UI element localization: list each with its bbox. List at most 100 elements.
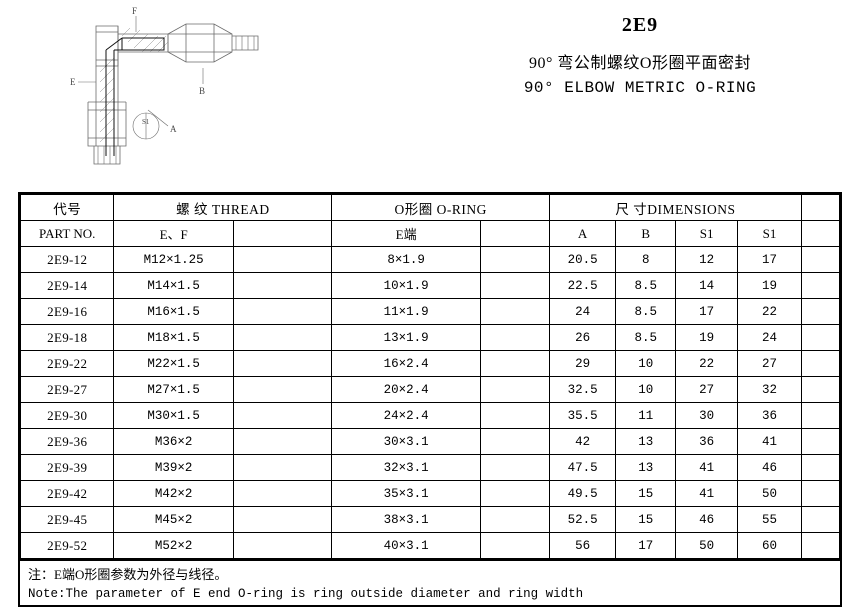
svg-text:F: F [132,6,137,16]
table-row: 2E9-39 M39×2 32×3.1 47.5 13 41 46 [19,454,841,481]
header-thread: 螺 纹 THREAD [113,194,333,221]
cell-a: 20.5 [549,246,617,273]
cell-oring: 35×3.1 [331,480,481,507]
cell-last [800,402,841,429]
cell-s1b: 60 [737,532,802,559]
cell-s1: 12 [675,246,739,273]
svg-text:A: A [170,124,177,134]
cell-oring2 [479,402,551,429]
cell-thread2 [232,298,333,325]
cell-thread: M36×2 [113,428,234,455]
note-english: Note:The parameter of E end O-ring is ri… [28,586,584,601]
cell-last [800,376,841,403]
header-code: 代号 [19,194,115,221]
cell-last [800,246,841,273]
title-block: 2E9 90° 弯公制螺纹O形圈平面密封 90° ELBOW METRIC O-… [430,14,850,97]
table-group-header-row: 代号 螺 纹 THREAD O形圈 O-RING 尺 寸DIMENSIONS [19,194,841,221]
cell-oring: 30×3.1 [331,428,481,455]
subheader-oring-e: E端 [331,220,481,247]
header-blank [800,194,841,221]
cell-thread: M18×1.5 [113,324,234,351]
cell-s1b: 46 [737,454,802,481]
cell-last [800,532,841,559]
cell-s1b: 24 [737,324,802,351]
cell-s1: 22 [675,350,739,377]
cell-last [800,506,841,533]
cell-part-no: 2E9-27 [19,376,115,403]
cell-s1b: 17 [737,246,802,273]
cell-oring: 24×2.4 [331,402,481,429]
cell-thread2 [232,532,333,559]
cell-thread2 [232,246,333,273]
cell-last [800,272,841,299]
cell-thread2 [232,376,333,403]
subheader-thread-ef: E、F [113,220,234,247]
cell-a: 52.5 [549,506,617,533]
cell-last [800,350,841,377]
table-sub-header-row: PART NO. E、F E端 A B S1 S1 [19,220,841,247]
cell-thread: M30×1.5 [113,402,234,429]
cell-thread2 [232,428,333,455]
subheader-s1-second: S1 [737,220,802,247]
table-row: 2E9-12 M12×1.25 8×1.9 20.5 8 12 17 [19,246,841,273]
cell-thread: M12×1.25 [113,246,234,273]
subheader-b: B [615,220,677,247]
cell-s1: 14 [675,272,739,299]
table-row: 2E9-36 M36×2 30×3.1 42 13 36 41 [19,428,841,455]
cell-b: 13 [615,454,677,481]
cell-thread2 [232,402,333,429]
cell-a: 35.5 [549,402,617,429]
header-dimensions: 尺 寸DIMENSIONS [549,194,802,221]
title-chinese: 90° 弯公制螺纹O形圈平面密封 [529,55,751,72]
subheader-last [800,220,841,247]
cell-thread2 [232,272,333,299]
table-row: 2E9-30 M30×1.5 24×2.4 35.5 11 30 36 [19,402,841,429]
cell-oring: 20×2.4 [331,376,481,403]
table-head: 代号 螺 纹 THREAD O形圈 O-RING 尺 寸DIMENSIONS P… [19,194,841,247]
cell-oring2 [479,428,551,455]
cell-s1: 30 [675,402,739,429]
header-section: F E A B S1 2E9 90° 弯公制螺纹O形圈平面密封 90° ELBO… [0,0,859,178]
cell-last [800,454,841,481]
cell-a: 47.5 [549,454,617,481]
cell-s1b: 27 [737,350,802,377]
cell-a: 29 [549,350,617,377]
cell-oring: 32×3.1 [331,454,481,481]
cell-oring2 [479,298,551,325]
cell-part-no: 2E9-12 [19,246,115,273]
table-row: 2E9-22 M22×1.5 16×2.4 29 10 22 27 [19,350,841,377]
cell-a: 42 [549,428,617,455]
cell-thread: M22×1.5 [113,350,234,377]
cell-last [800,298,841,325]
cell-part-no: 2E9-22 [19,350,115,377]
spec-table: 代号 螺 纹 THREAD O形圈 O-RING 尺 寸DIMENSIONS P… [19,194,841,559]
cell-b: 8.5 [615,324,677,351]
cell-s1: 46 [675,506,739,533]
cell-thread2 [232,454,333,481]
cell-oring2 [479,350,551,377]
table-row: 2E9-52 M52×2 40×3.1 56 17 50 60 [19,532,841,559]
subheader-s1: S1 [675,220,739,247]
cell-oring2 [479,246,551,273]
cell-a: 26 [549,324,617,351]
cell-b: 15 [615,480,677,507]
cell-a: 24 [549,298,617,325]
cell-b: 8.5 [615,298,677,325]
cell-thread2 [232,350,333,377]
cell-s1: 36 [675,428,739,455]
cell-oring: 40×3.1 [331,532,481,559]
cell-s1: 41 [675,454,739,481]
cell-s1b: 50 [737,480,802,507]
table-row: 2E9-14 M14×1.5 10×1.9 22.5 8.5 14 19 [19,272,841,299]
table-row: 2E9-45 M45×2 38×3.1 52.5 15 46 55 [19,506,841,533]
cell-oring: 10×1.9 [331,272,481,299]
table-body: 2E9-12 M12×1.25 8×1.9 20.5 8 12 17 2E9-14 M14×1.… [19,246,841,559]
cell-oring: 11×1.9 [331,298,481,325]
cell-oring: 16×2.4 [331,350,481,377]
cell-thread2 [232,506,333,533]
cell-part-no: 2E9-36 [19,428,115,455]
subheader-thread-blank [232,220,333,247]
cell-s1: 19 [675,324,739,351]
cell-b: 8 [615,246,677,273]
cell-a: 56 [549,532,617,559]
